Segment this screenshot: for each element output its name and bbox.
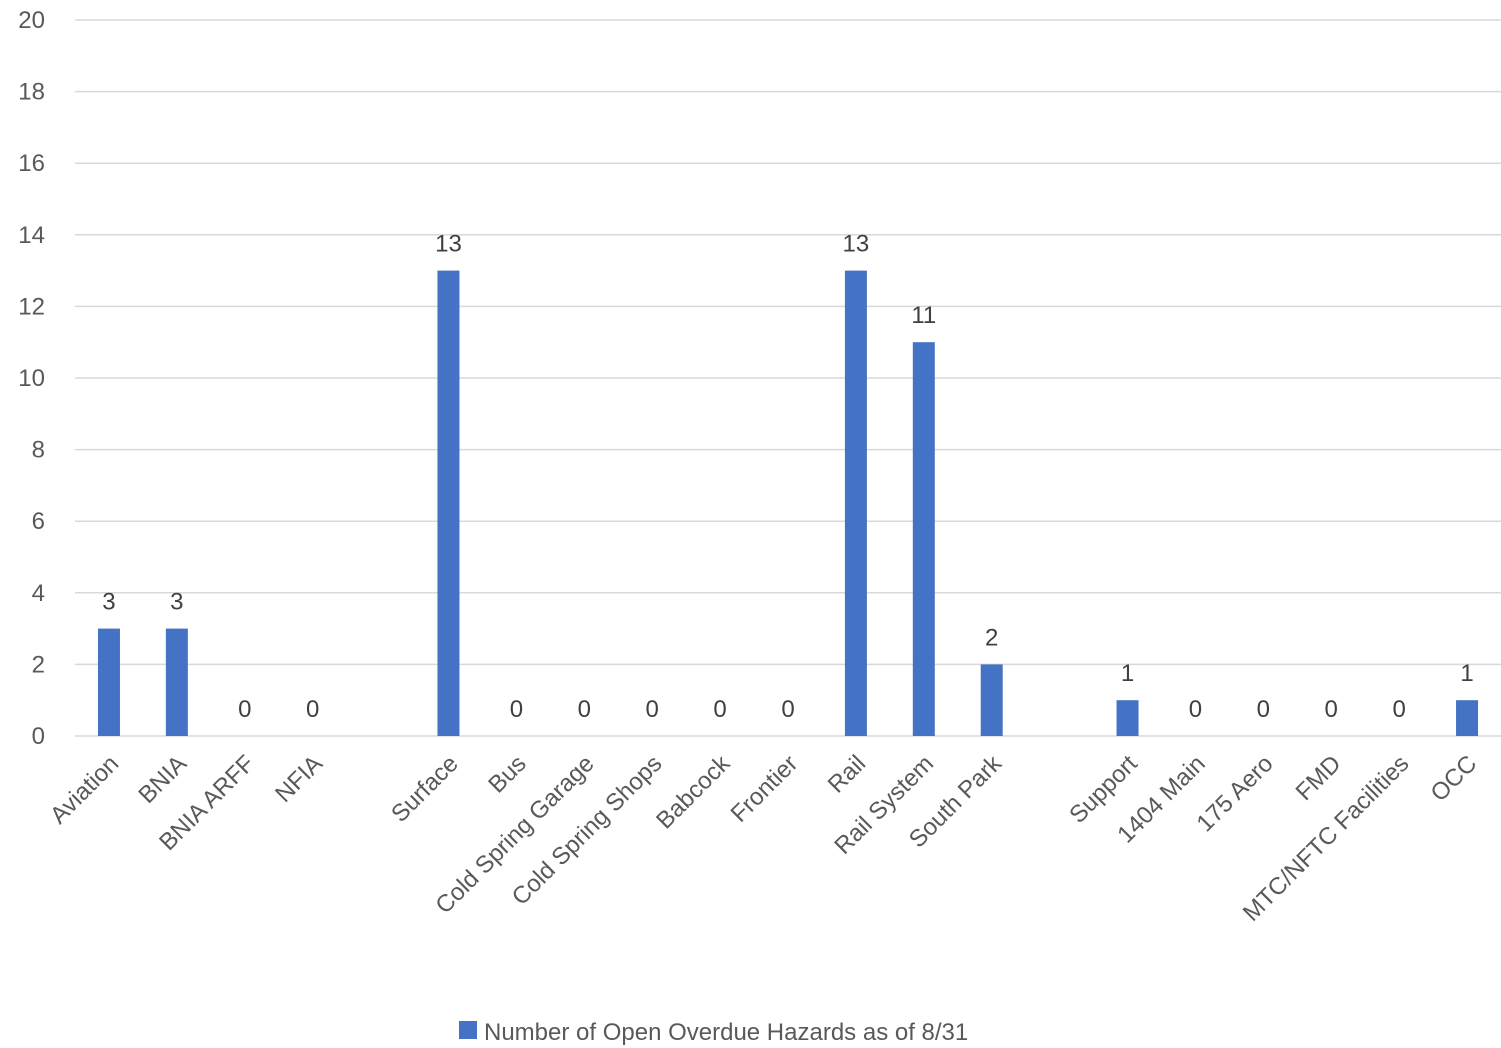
y-tick-label: 2 — [32, 651, 45, 678]
x-tick-label: BNIA — [133, 750, 192, 809]
bar — [1116, 700, 1139, 736]
x-tick-label: Frontier — [726, 750, 804, 828]
y-tick-label: 18 — [18, 79, 45, 106]
data-label: 13 — [843, 231, 870, 258]
data-label: 0 — [713, 696, 726, 723]
data-label: 3 — [102, 589, 115, 616]
bars — [97, 270, 1479, 736]
legend-label: Number of Open Overdue Hazards as of 8/3… — [484, 1019, 968, 1046]
data-label: 0 — [646, 696, 659, 723]
data-label: 0 — [1257, 696, 1270, 723]
y-tick-label: 10 — [18, 365, 45, 392]
data-label: 0 — [510, 696, 523, 723]
bar — [97, 628, 120, 736]
y-tick-label: 4 — [32, 580, 45, 607]
y-tick-label: 20 — [18, 7, 45, 34]
y-tick-label: 8 — [32, 437, 45, 464]
x-tick-label: Babcock — [651, 749, 736, 834]
bar — [165, 628, 188, 736]
data-label: 0 — [1325, 696, 1338, 723]
y-axis-ticks: 0 2 4 6 8 10 12 14 16 18 20 — [18, 7, 45, 750]
data-label: 0 — [1189, 696, 1202, 723]
data-label: 0 — [578, 696, 591, 723]
gridlines — [75, 19, 1501, 737]
y-tick-label: 16 — [18, 150, 45, 177]
data-label: 0 — [1392, 696, 1405, 723]
x-tick-label: Aviation — [45, 750, 124, 829]
x-tick-label: OCC — [1425, 750, 1482, 807]
bar — [912, 342, 935, 736]
data-labels: 3 3 0 0 13 0 0 0 0 0 13 11 2 1 0 0 0 0 1 — [102, 231, 1473, 723]
y-tick-label: 12 — [18, 293, 45, 320]
y-tick-label: 14 — [18, 222, 45, 249]
x-tick-label: FMD — [1291, 750, 1347, 806]
x-tick-label: NFIA — [270, 750, 328, 808]
bar — [844, 270, 867, 736]
y-tick-label: 6 — [32, 508, 45, 535]
legend-swatch — [459, 1021, 477, 1039]
x-tick-label: Bus — [483, 750, 531, 798]
bar — [1456, 700, 1479, 736]
data-label: 0 — [306, 696, 319, 723]
y-tick-label: 0 — [32, 723, 45, 750]
data-label: 13 — [435, 231, 462, 258]
data-label: 0 — [781, 696, 794, 723]
data-label: 2 — [985, 624, 998, 651]
data-label: 1 — [1121, 660, 1134, 687]
bar — [437, 270, 460, 736]
data-label: 1 — [1460, 660, 1473, 687]
bar — [980, 664, 1003, 736]
data-label: 3 — [170, 589, 183, 616]
legend: Number of Open Overdue Hazards as of 8/3… — [459, 1019, 968, 1046]
data-label: 0 — [238, 696, 251, 723]
data-label: 11 — [911, 302, 936, 329]
x-tick-label: Surface — [386, 750, 464, 828]
x-tick-label: Rail — [823, 750, 871, 798]
